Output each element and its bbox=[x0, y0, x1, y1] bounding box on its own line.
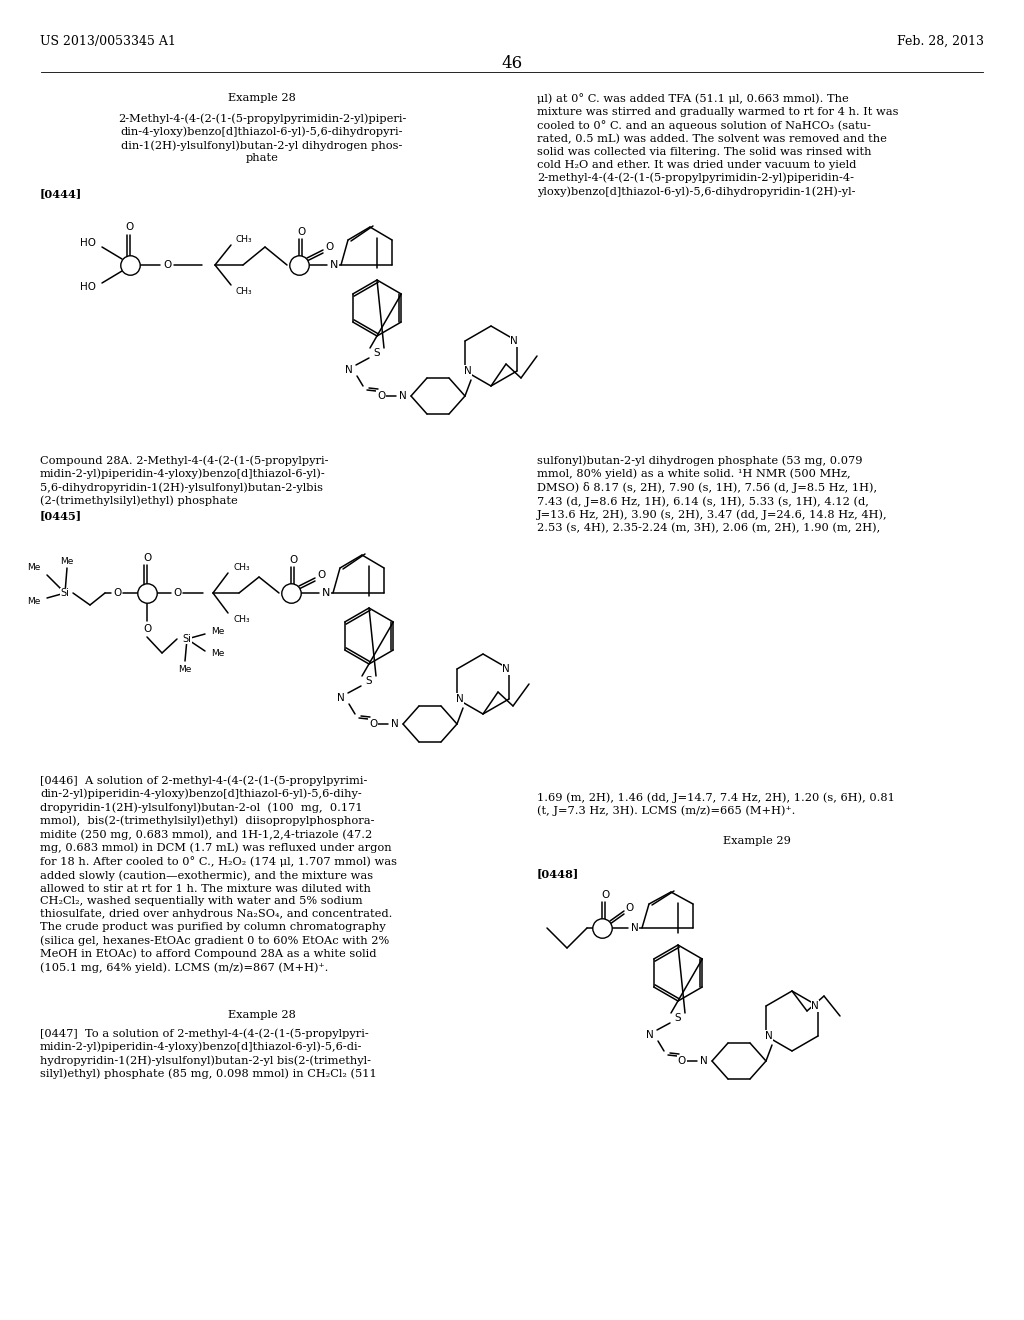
Text: P: P bbox=[143, 587, 151, 598]
Text: S: S bbox=[366, 676, 373, 686]
Text: HO: HO bbox=[80, 282, 96, 292]
Text: O: O bbox=[113, 587, 121, 598]
Text: S: S bbox=[598, 923, 605, 933]
Text: Si: Si bbox=[182, 634, 191, 644]
Text: O: O bbox=[173, 587, 181, 598]
Text: N: N bbox=[631, 923, 639, 933]
Text: O: O bbox=[377, 391, 385, 401]
Text: US 2013/0053345 A1: US 2013/0053345 A1 bbox=[40, 36, 176, 48]
Text: CH₃: CH₃ bbox=[233, 615, 250, 623]
Text: N: N bbox=[391, 719, 399, 729]
Text: O: O bbox=[143, 553, 152, 564]
Text: 46: 46 bbox=[502, 55, 522, 73]
Text: O: O bbox=[601, 890, 609, 900]
Text: O: O bbox=[325, 242, 333, 252]
Text: N: N bbox=[322, 587, 330, 598]
Text: Example 29: Example 29 bbox=[723, 836, 791, 846]
Text: N: N bbox=[646, 1030, 654, 1040]
Text: O: O bbox=[298, 227, 306, 238]
Text: CH₃: CH₃ bbox=[234, 286, 252, 296]
Text: N: N bbox=[330, 260, 338, 271]
Text: N: N bbox=[399, 391, 407, 401]
Text: Me: Me bbox=[28, 597, 41, 606]
Text: N: N bbox=[502, 664, 510, 675]
Text: S: S bbox=[374, 348, 380, 358]
Text: N: N bbox=[337, 693, 345, 704]
Text: CH₃: CH₃ bbox=[234, 235, 252, 243]
Text: Me: Me bbox=[178, 664, 191, 673]
Text: N: N bbox=[811, 1001, 819, 1011]
Text: [0445]: [0445] bbox=[40, 510, 82, 521]
Text: N: N bbox=[456, 694, 464, 704]
Text: O: O bbox=[290, 554, 298, 565]
Text: N: N bbox=[464, 366, 472, 376]
Text: Example 28: Example 28 bbox=[228, 1010, 296, 1020]
Text: P: P bbox=[127, 260, 133, 271]
Text: HO: HO bbox=[80, 238, 96, 248]
Text: Feb. 28, 2013: Feb. 28, 2013 bbox=[897, 36, 984, 48]
Text: O: O bbox=[316, 570, 326, 579]
Text: Me: Me bbox=[211, 649, 224, 659]
Text: Si: Si bbox=[60, 587, 70, 598]
Text: O: O bbox=[369, 719, 377, 729]
Text: sulfonyl)butan-2-yl dihydrogen phosphate (53 mg, 0.079
mmol, 80% yield) as a whi: sulfonyl)butan-2-yl dihydrogen phosphate… bbox=[537, 455, 888, 533]
Text: [0447]  To a solution of 2-methyl-4-(4-(2-(1-(5-propylpyri-
midin-2-yl)piperidin: [0447] To a solution of 2-methyl-4-(4-(2… bbox=[40, 1028, 377, 1080]
Text: N: N bbox=[700, 1056, 708, 1067]
Text: O: O bbox=[678, 1056, 686, 1067]
Text: Example 28: Example 28 bbox=[228, 92, 296, 103]
Text: Me: Me bbox=[211, 627, 224, 635]
Text: Me: Me bbox=[28, 562, 41, 572]
Text: Me: Me bbox=[60, 557, 74, 565]
Text: μl) at 0° C. was added TFA (51.1 μl, 0.663 mmol). The
mixture was stirred and gr: μl) at 0° C. was added TFA (51.1 μl, 0.6… bbox=[537, 92, 898, 197]
Text: N: N bbox=[510, 337, 518, 346]
Text: [0448]: [0448] bbox=[537, 869, 580, 879]
Text: N: N bbox=[345, 366, 353, 375]
Text: 1.69 (m, 2H), 1.46 (dd, J=14.7, 7.4 Hz, 2H), 1.20 (s, 6H), 0.81
(t, J=7.3 Hz, 3H: 1.69 (m, 2H), 1.46 (dd, J=14.7, 7.4 Hz, … bbox=[537, 792, 895, 816]
Text: S: S bbox=[675, 1012, 681, 1023]
Text: Compound 28A. 2-Methyl-4-(4-(2-(1-(5-propylpyri-
midin-2-yl)piperidin-4-yloxy)be: Compound 28A. 2-Methyl-4-(4-(2-(1-(5-pro… bbox=[40, 455, 329, 507]
Text: 2-Methyl-4-(4-(2-(1-(5-propylpyrimidin-2-yl)piperi-
din-4-yloxy)benzo[d]thiazol-: 2-Methyl-4-(4-(2-(1-(5-propylpyrimidin-2… bbox=[118, 114, 407, 164]
Text: O: O bbox=[626, 903, 634, 913]
Text: [0446]  A solution of 2-methyl-4-(4-(2-(1-(5-propylpyrimi-
din-2-yl)piperidin-4-: [0446] A solution of 2-methyl-4-(4-(2-(1… bbox=[40, 775, 397, 973]
Text: N: N bbox=[765, 1031, 773, 1041]
Text: [0444]: [0444] bbox=[40, 187, 82, 199]
Text: S: S bbox=[288, 587, 295, 598]
Text: S: S bbox=[296, 260, 302, 271]
Text: O: O bbox=[163, 260, 171, 271]
Text: O: O bbox=[126, 222, 134, 232]
Text: CH₃: CH₃ bbox=[233, 562, 250, 572]
Text: O: O bbox=[143, 624, 152, 634]
